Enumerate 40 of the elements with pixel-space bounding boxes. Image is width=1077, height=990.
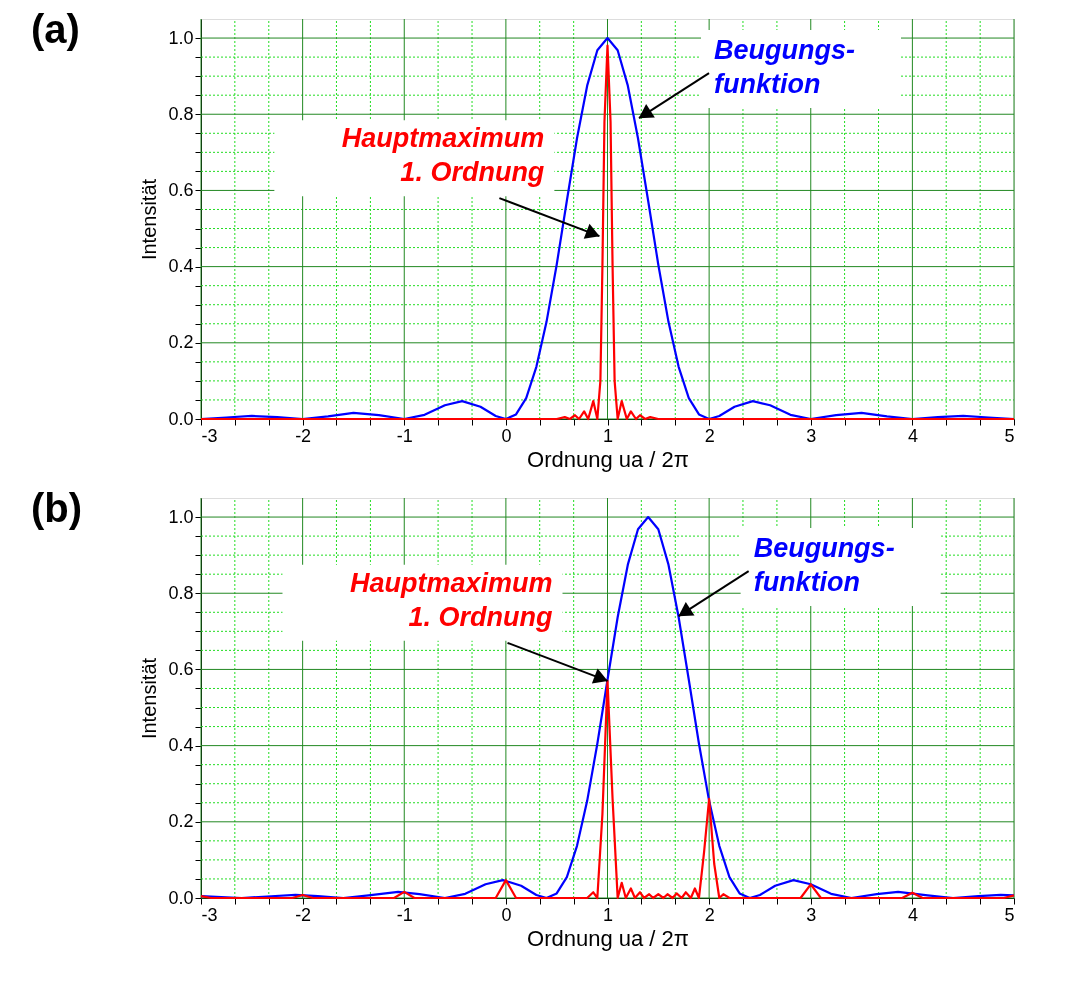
y-tick-label: 0.8 bbox=[168, 582, 194, 603]
y-tick-label: 1.0 bbox=[168, 27, 194, 48]
x-tick-label: 3 bbox=[806, 904, 817, 925]
y-axis-title: Intensität bbox=[138, 657, 161, 740]
annotation: Hauptmaximum 1. Ordnung bbox=[349, 567, 553, 632]
x-tick-label: 4 bbox=[907, 425, 918, 446]
x-tick-label: 0 bbox=[501, 904, 512, 925]
annotation: Hauptmaximum 1. Ordnung bbox=[341, 123, 545, 188]
x-tick-label: 2 bbox=[704, 904, 715, 925]
y-tick-label: 0.4 bbox=[168, 735, 194, 756]
chart-title: (b) bbox=[31, 486, 83, 530]
y-tick-label: 0.4 bbox=[168, 256, 194, 277]
x-tick-label: 5 bbox=[1004, 425, 1015, 446]
x-tick-label: 5 bbox=[1004, 904, 1015, 925]
y-tick-label: 0.2 bbox=[168, 811, 194, 832]
x-axis-title: Ordnung ua / 2π bbox=[527, 925, 689, 951]
y-tick-label: 0.6 bbox=[168, 658, 194, 679]
x-tick-label: -3 bbox=[201, 904, 218, 925]
x-tick-label: 1 bbox=[602, 425, 614, 446]
y-axis-title: Intensität bbox=[138, 178, 161, 261]
x-tick-label: 4 bbox=[907, 904, 918, 925]
x-tick-label: -2 bbox=[295, 425, 312, 446]
annotation: Beugungs- funktion bbox=[714, 35, 855, 100]
y-tick-label: 0.0 bbox=[168, 887, 194, 908]
x-tick-label: 0 bbox=[501, 425, 512, 446]
x-tick-label: -1 bbox=[396, 425, 413, 446]
x-axis-title: Ordnung ua / 2π bbox=[527, 446, 689, 472]
y-tick-label: 0.2 bbox=[168, 332, 194, 353]
x-tick-label: -1 bbox=[396, 904, 413, 925]
x-tick-label: 1 bbox=[602, 904, 614, 925]
annotation: Beugungs- funktion bbox=[753, 533, 895, 598]
y-tick-label: 0.8 bbox=[168, 103, 194, 124]
x-tick-label: 2 bbox=[704, 425, 715, 446]
x-tick-label: 3 bbox=[806, 425, 817, 446]
y-tick-label: 1.0 bbox=[168, 506, 194, 527]
y-tick-label: 0.6 bbox=[168, 179, 194, 200]
x-tick-label: -2 bbox=[295, 904, 312, 925]
x-tick-label: -3 bbox=[201, 425, 218, 446]
y-tick-label: 0.0 bbox=[168, 408, 194, 429]
chart-title: (a) bbox=[31, 7, 80, 51]
